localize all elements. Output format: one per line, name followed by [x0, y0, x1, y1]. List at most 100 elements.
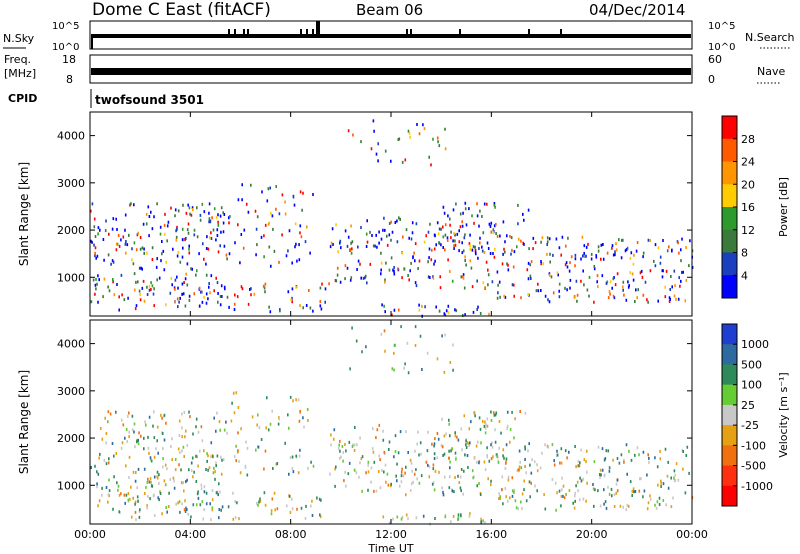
power-y-tick-label: 2000: [57, 224, 85, 237]
power-echo-cells: [95, 137, 694, 308]
cpid-label: CPID: [8, 92, 37, 105]
power-y-tick-label: 4000: [57, 130, 85, 143]
velocity-colorbar-tick-label: -1000: [741, 480, 773, 493]
nsky-label: N.Sky: [3, 32, 35, 45]
velocity-x-tick-label: 16:00: [475, 528, 507, 541]
velocity-x-tick-label: 12:00: [375, 528, 407, 541]
freq-trace: [91, 68, 691, 75]
velocity-colorbar-segment: [722, 404, 737, 426]
freq-frame: [89, 54, 693, 84]
velocity-colorbar-segment: [722, 445, 737, 467]
power-colorbar-segment: [722, 207, 737, 231]
velocity-x-tick-label: 04:00: [174, 528, 206, 541]
nsky-frame: [89, 20, 693, 50]
velocity-x-tick-label: 00:00: [74, 528, 106, 541]
station-title: Dome C East (fitACF): [92, 0, 271, 20]
beam-title: Beam 06: [356, 1, 423, 19]
nsearch-tick-bottom: 10^0: [708, 42, 735, 53]
velocity-colorbar-tick-label: -100: [741, 439, 766, 452]
power-colorbar-tick-label: 20: [741, 178, 755, 191]
freq-tick-top: 18: [62, 53, 76, 66]
power-colorbar-tick-label: 4: [741, 269, 748, 282]
power-y-tick-label: 1000: [57, 271, 85, 284]
velocity-echo-cells: [96, 332, 684, 526]
nsky-spike: [406, 29, 408, 35]
power-colorbar-segment: [722, 138, 737, 162]
nsky-spike: [300, 29, 302, 35]
power-colorbar-segment: [722, 161, 737, 185]
velocity-colorbar-segment: [722, 425, 737, 446]
nsky-spikes: [91, 21, 562, 49]
velocity-y-tick-label: 3000: [57, 385, 85, 398]
velocity-echo-cells: [90, 334, 670, 524]
velocity-y-tick-label: 1000: [57, 479, 85, 492]
nsky-spike: [91, 35, 93, 49]
power-colorbar-tick-label: 16: [741, 201, 755, 214]
velocity-colorbar-segment: [722, 364, 737, 386]
power-colorbar-tick-label: 28: [741, 133, 755, 146]
velocity-colorbar-segment: [722, 485, 737, 507]
velocity-x-tick-label: 08:00: [275, 528, 307, 541]
velocity-y-tick-label: 2000: [57, 432, 85, 445]
power-colorbar-segment: [722, 116, 737, 140]
power-colorbar-segment: [722, 252, 737, 276]
cpid-value: twofsound 3501: [95, 93, 204, 107]
velocity-colorbar-tick-label: -500: [741, 460, 766, 473]
velocity-colorbar-label: Velocity [m s⁻¹]: [777, 372, 790, 457]
nsky-spike: [228, 29, 230, 35]
freq-strip: Freq. [MHz] 18 8 60 0 Nave: [4, 53, 785, 86]
power-colorbar-segment: [722, 229, 737, 253]
power-y-tick-label: 3000: [57, 177, 85, 190]
velocity-colorbar-frame: [721, 323, 738, 507]
power-y-axis-label: Slant Range [km]: [17, 162, 31, 266]
velocity-colorbar-tick-label: 500: [741, 358, 762, 371]
velocity-echo-cells: [97, 344, 684, 521]
nsearch-label: N.Search: [745, 31, 795, 44]
nsky-spike: [243, 29, 245, 35]
nave-tick-top: 60: [708, 53, 722, 66]
velocity-panel: 1000 2000 3000 4000 Slant Range [km] 00:00 04:…: [17, 319, 790, 554]
velocity-echo-field: [90, 325, 694, 526]
power-colorbar-segment: [722, 184, 737, 208]
nsky-trace: [91, 34, 691, 38]
nsky-spike: [528, 29, 530, 35]
nsky-tick-top: 10^5: [52, 21, 79, 32]
nave-label: Nave: [757, 65, 785, 78]
nsky-spike: [316, 21, 320, 35]
nsky-spike: [410, 29, 412, 35]
power-echo-cells: [131, 131, 667, 315]
velocity-colorbar-segment: [722, 324, 737, 345]
power-colorbar-tick-label: 8: [741, 247, 748, 260]
velocity-colorbar-tick-label: 1000: [741, 338, 769, 351]
nsky-spike: [247, 29, 249, 35]
freq-unit-label: [MHz]: [4, 67, 36, 80]
velocity-x-tick-label: 00:00: [676, 528, 708, 541]
freq-label: Freq.: [4, 53, 31, 66]
nsky-spike: [234, 29, 236, 35]
velocity-y-tick-label: 4000: [57, 338, 85, 351]
power-colorbar-tick-label: 12: [741, 224, 755, 237]
velocity-echo-cells: [107, 343, 675, 523]
nsky-tick-bottom: 10^0: [52, 42, 79, 53]
nsky-spike: [459, 29, 461, 35]
power-panel: 1000 2000 3000 4000 Slant Range [km] 28 24 20 16…: [17, 111, 790, 318]
nsearch-tick-top: 10^5: [708, 21, 735, 32]
velocity-colorbar-tick-label: -25: [741, 419, 759, 432]
velocity-colorbar-segment: [722, 344, 737, 365]
velocity-colorbar-tick-label: 25: [741, 399, 755, 412]
velocity-colorbar-segment: [722, 465, 737, 487]
power-colorbar-segment: [722, 275, 737, 299]
power-colorbar-label: Power [dB]: [777, 177, 790, 237]
date-title: 04/Dec/2014: [589, 1, 685, 19]
power-echo-field: [90, 119, 694, 318]
power-echo-cells: [90, 119, 694, 318]
velocity-x-tick-label: 20:00: [576, 528, 608, 541]
velocity-x-axis-label: Time UT: [367, 542, 413, 554]
power-echo-cells: [91, 142, 683, 311]
velocity-colorbar-segment: [722, 384, 737, 406]
velocity-colorbar-tick-label: 100: [741, 379, 762, 392]
nsky-strip: N.Sky 10^5 10^0 10^5 10^0 N.Search: [3, 20, 795, 53]
power-colorbar-tick-label: 24: [741, 156, 755, 169]
velocity-y-axis-label: Slant Range [km]: [17, 370, 31, 474]
